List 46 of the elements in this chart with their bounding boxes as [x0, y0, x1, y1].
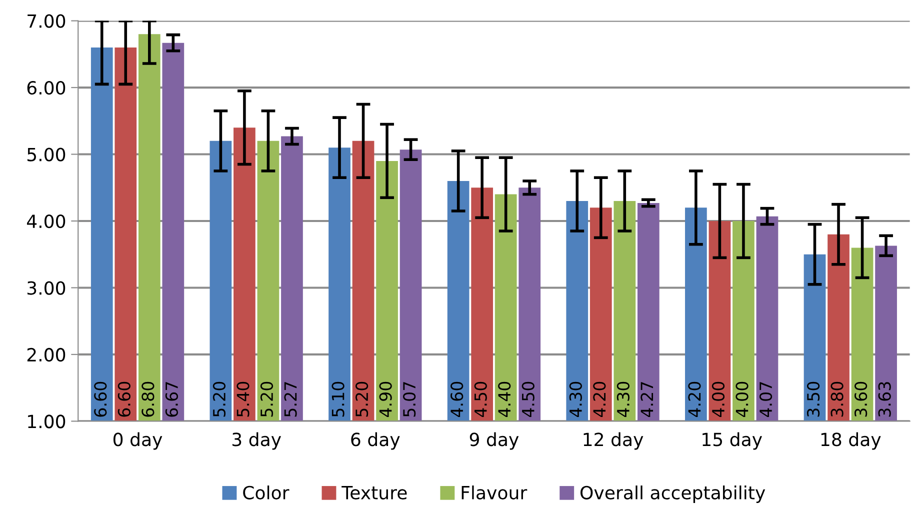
data-label: 4.20 — [593, 382, 606, 418]
x-tick-label: 0 day — [113, 432, 162, 450]
data-label: 6.60 — [118, 382, 130, 417]
data-label: 4.50 — [474, 382, 487, 418]
data-label: 4.60 — [450, 382, 464, 418]
y-tick-label: 6.00 — [27, 80, 66, 95]
data-label: 5.40 — [236, 382, 250, 417]
y-tick-label: 7.00 — [28, 14, 66, 28]
data-label: 5.20 — [355, 382, 368, 417]
y-tick-label: 1.00 — [28, 414, 66, 428]
data-label: 3.63 — [878, 382, 891, 417]
data-label: 4.00 — [712, 382, 725, 418]
y-tick-label: 2.00 — [27, 348, 66, 362]
data-label: 3.80 — [830, 382, 844, 417]
x-tick-label: 12 day — [584, 432, 644, 450]
data-label: 4.40 — [498, 382, 511, 418]
y-tick-label: 5.00 — [28, 148, 66, 162]
data-label: 5.20 — [212, 382, 226, 417]
data-label: 4.20 — [688, 382, 701, 418]
data-label: 4.90 — [379, 382, 392, 418]
data-label: 4.30 — [616, 382, 630, 418]
legend-label: Color — [243, 486, 290, 500]
legend-label: Texture — [342, 486, 407, 500]
legend-label: Flavour — [462, 486, 528, 500]
x-tick-label: 9 day — [470, 432, 519, 450]
y-tick-label: 4.00 — [26, 214, 66, 228]
data-label: 5.20 — [260, 382, 274, 417]
data-label: 5.07 — [403, 382, 416, 417]
legend-label: Overall acceptability — [580, 486, 766, 503]
data-label: 5.27 — [284, 382, 297, 417]
data-label: 4.07 — [759, 382, 772, 418]
x-tick-label: 15 day — [702, 432, 762, 450]
y-tick-label: 3.00 — [27, 281, 66, 295]
data-label: 5.10 — [332, 382, 344, 417]
data-label: 6.80 — [142, 382, 154, 417]
x-tick-label: 3 day — [232, 432, 282, 450]
data-label: 4.00 — [736, 382, 748, 418]
data-label: 4.30 — [569, 382, 582, 418]
data-label: 4.50 — [522, 382, 534, 418]
data-label: 4.27 — [640, 382, 654, 418]
x-tick-label: 6 day — [351, 432, 400, 450]
x-tick-label: 18 day — [821, 432, 881, 450]
data-label: 6.67 — [165, 382, 178, 417]
data-label: 3.50 — [806, 382, 820, 417]
data-label: 3.60 — [854, 382, 868, 417]
data-label: 6.60 — [94, 382, 107, 417]
